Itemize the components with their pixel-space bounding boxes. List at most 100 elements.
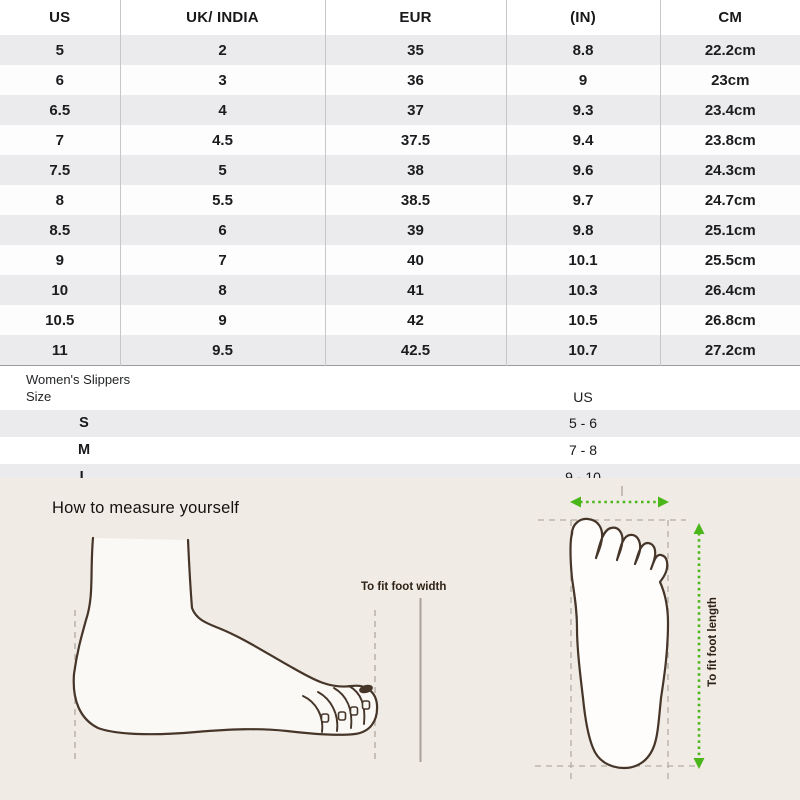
size-cell: 8 — [119, 275, 325, 305]
size-cell: 38 — [324, 155, 506, 185]
size-cell: 26.8cm — [659, 305, 800, 335]
size-cell: 9 — [55, 251, 64, 269]
size-cell: 10.7 — [505, 335, 660, 366]
size-cell: 10.5 — [505, 305, 660, 335]
size-cell: 8.5 — [49, 221, 71, 239]
table-row: 8.5 6 39 9.8 25.1cm — [0, 215, 800, 245]
header-cell-in: (IN) — [505, 0, 660, 35]
size-cell: 4.5 — [119, 125, 325, 155]
foot-length-arrow — [693, 523, 705, 769]
size-cell: 6 — [55, 71, 64, 89]
table-row: 11 9.5 42.5 10.7 27.2cm — [0, 335, 800, 366]
slippers-title-line2: Size — [26, 389, 52, 404]
size-cell: 7.5 — [49, 161, 71, 179]
table-row: 6 3 36 9 23cm — [0, 65, 800, 95]
size-cell: 10 — [51, 281, 69, 299]
size-cell: 7 — [55, 131, 64, 149]
side-foot-illustration: To fit foot width — [72, 536, 446, 763]
slipper-row-m: M 7 - 8 — [0, 437, 800, 464]
size-cell: 2 — [119, 35, 325, 65]
header-cell-eur: EUR — [324, 0, 506, 35]
slipper-size-label: M — [77, 442, 91, 458]
size-cell: 26.4cm — [659, 275, 800, 305]
size-cell: 42 — [324, 305, 506, 335]
size-cell: 5 — [119, 155, 325, 185]
side-foot-outline — [72, 536, 379, 736]
size-cell: 24.7cm — [659, 185, 800, 215]
size-cell: 37 — [324, 95, 506, 125]
size-cell: 36 — [324, 65, 506, 95]
slippers-header: Women's Slippers Size US — [0, 366, 800, 410]
measure-illustrations: To fit foot width — [72, 486, 719, 783]
slipper-size-label: S — [79, 415, 89, 431]
size-cell: 9 — [505, 65, 660, 95]
size-cell: 10.1 — [505, 245, 660, 275]
slipper-size-label: L — [79, 469, 89, 485]
table-row: 10.5 9 42 10.5 26.8cm — [0, 305, 800, 335]
size-cell: 5.5 — [119, 185, 325, 215]
big-toe-nail — [359, 684, 373, 694]
size-cell: 3 — [119, 65, 325, 95]
table-row: 9 7 40 10.1 25.5cm — [0, 245, 800, 275]
toe-creases — [302, 685, 366, 733]
table-row: 10 8 41 10.3 26.4cm — [0, 275, 800, 305]
size-cell: 41 — [324, 275, 506, 305]
table-header-row: US UK/ INDIA EUR (IN) CM — [0, 0, 800, 35]
size-cell: 24.3cm — [659, 155, 800, 185]
size-cell: 10.5 — [45, 311, 75, 329]
slipper-us-value: 5 - 6 — [568, 415, 597, 431]
size-cell: 9.7 — [505, 185, 660, 215]
size-cell: 6 — [119, 215, 325, 245]
header-cell-cm: CM — [659, 0, 800, 35]
size-cell: 22.2cm — [659, 35, 800, 65]
foot-width-label: To fit foot width — [361, 581, 446, 593]
header-cell-us: US — [0, 0, 120, 35]
slippers-title: Women's Slippers Size — [26, 371, 130, 405]
size-cell: 9 — [119, 305, 325, 335]
size-cell: 37.5 — [324, 125, 506, 155]
size-cell: 23.4cm — [659, 95, 800, 125]
size-cell: 27.2cm — [659, 335, 800, 366]
size-cell: 42.5 — [324, 335, 506, 366]
side-foot-fill — [73, 538, 378, 735]
slipper-row-s: S 5 - 6 — [0, 410, 800, 437]
slipper-us-value: 7 - 8 — [568, 442, 597, 458]
sole-outline — [569, 517, 670, 770]
toe-nails — [320, 700, 371, 723]
slippers-us-column-header: US — [573, 389, 593, 405]
slippers-title-line1: Women's Slippers — [26, 372, 131, 387]
size-cell: 8 — [55, 191, 64, 209]
measure-title: How to measure yourself — [52, 499, 240, 517]
size-cell: 5 — [55, 41, 64, 59]
foot-width-arrow — [570, 496, 669, 508]
size-cell: 23.8cm — [659, 125, 800, 155]
size-cell: 8.8 — [505, 35, 660, 65]
table-row: 7 4.5 37.5 9.4 23.8cm — [0, 125, 800, 155]
sole-foot-illustration: To fit foot length — [535, 486, 719, 783]
table-row: 6.5 4 37 9.3 23.4cm — [0, 95, 800, 125]
size-cell: 9.6 — [505, 155, 660, 185]
size-cell: 9.8 — [505, 215, 660, 245]
table-row: 8 5.5 38.5 9.7 24.7cm — [0, 185, 800, 215]
size-cell: 10.3 — [505, 275, 660, 305]
foot-length-label: To fit foot length — [707, 597, 719, 687]
size-cell: 25.5cm — [659, 245, 800, 275]
size-cell: 38.5 — [324, 185, 506, 215]
size-cell: 40 — [324, 245, 506, 275]
table-row: 7.5 5 38 9.6 24.3cm — [0, 155, 800, 185]
size-cell: 6.5 — [49, 101, 71, 119]
size-cell: 25.1cm — [659, 215, 800, 245]
size-cell: 9.3 — [505, 95, 660, 125]
table-row: 5 2 35 8.8 22.2cm — [0, 35, 800, 65]
size-cell: 7 — [119, 245, 325, 275]
shoe-size-table: US UK/ INDIA EUR (IN) CM 5 2 35 8.8 22.2… — [0, 0, 800, 366]
size-cell: 9.4 — [505, 125, 660, 155]
header-cell-uk: UK/ INDIA — [119, 0, 325, 35]
size-cell: 9.5 — [119, 335, 325, 366]
size-cell: 11 — [51, 341, 68, 359]
size-cell: 35 — [324, 35, 506, 65]
how-to-measure-section: To fit foot width — [0, 478, 800, 800]
size-cell: 23cm — [659, 65, 800, 95]
size-cell: 4 — [119, 95, 325, 125]
size-cell: 39 — [324, 215, 506, 245]
